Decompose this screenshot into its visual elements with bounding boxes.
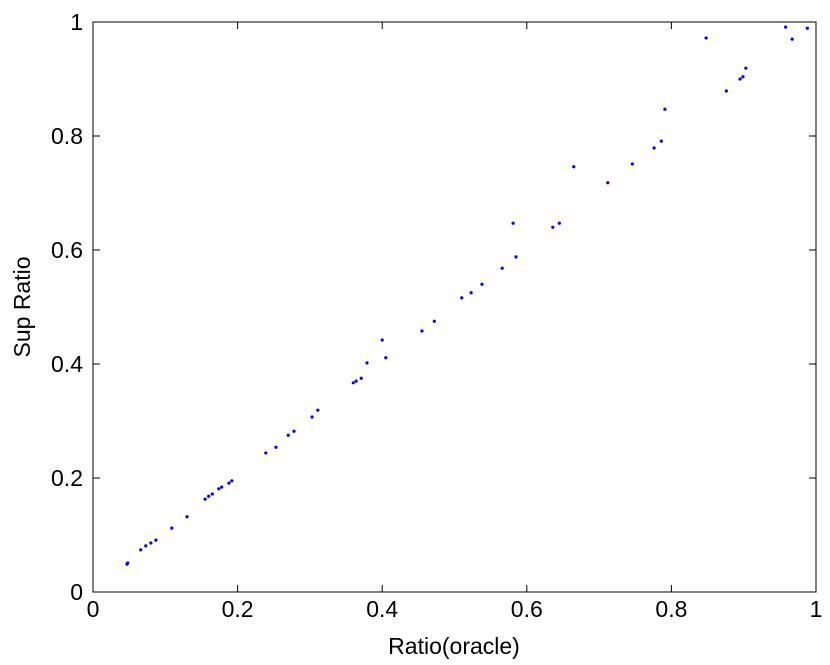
point — [630, 162, 634, 166]
plot-area — [92, 21, 817, 593]
point — [310, 415, 314, 419]
y-tick-label: 1 — [70, 9, 83, 35]
point — [511, 221, 515, 225]
point — [185, 515, 189, 519]
y-axis-label: Sup Ratio — [9, 256, 35, 357]
x-axis-label: Ratio(oracle) — [388, 633, 520, 659]
point — [551, 225, 555, 229]
point — [790, 37, 794, 41]
point — [126, 561, 130, 565]
y-tick-label: 0.2 — [51, 465, 83, 491]
point — [292, 429, 296, 433]
y-tick-label: 0 — [70, 579, 83, 605]
point — [316, 408, 320, 412]
point — [744, 66, 748, 70]
point — [432, 319, 436, 323]
point — [144, 544, 148, 548]
point — [354, 379, 358, 383]
point — [738, 77, 742, 81]
point — [220, 485, 224, 489]
point — [264, 451, 268, 455]
point — [149, 541, 153, 545]
point — [572, 165, 576, 169]
point — [606, 181, 610, 185]
point — [203, 497, 207, 501]
point — [207, 494, 211, 498]
point — [805, 26, 809, 30]
point — [557, 221, 561, 225]
point — [210, 492, 214, 496]
point — [514, 255, 518, 259]
x-tick-label: 0.2 — [222, 596, 254, 622]
point — [154, 538, 158, 542]
x-tick-label: 0.4 — [366, 596, 398, 622]
y-tick-label: 0.4 — [51, 351, 83, 377]
point — [170, 526, 174, 530]
point — [217, 487, 221, 491]
point — [359, 376, 363, 380]
point — [460, 296, 464, 300]
point — [784, 25, 788, 29]
y-tick-label: 0.6 — [51, 237, 83, 263]
point — [741, 75, 745, 79]
point — [274, 445, 278, 449]
point — [652, 146, 656, 150]
point — [380, 338, 384, 342]
point — [480, 282, 484, 286]
point — [724, 89, 728, 93]
point — [663, 107, 667, 111]
point — [351, 381, 355, 385]
point — [659, 139, 663, 143]
x-tick-label: 1 — [810, 596, 823, 622]
point — [139, 548, 143, 552]
point — [384, 356, 388, 360]
point — [420, 329, 424, 333]
x-tick-label: 0.8 — [655, 596, 687, 622]
point — [286, 433, 290, 437]
point — [469, 291, 473, 295]
x-tick-label: 0 — [87, 596, 100, 622]
point — [704, 36, 708, 40]
point — [500, 266, 504, 270]
y-tick-label: 0.8 — [51, 123, 83, 149]
point — [227, 481, 231, 485]
point — [365, 361, 369, 365]
x-tick-label: 0.6 — [511, 596, 543, 622]
point — [230, 479, 234, 483]
